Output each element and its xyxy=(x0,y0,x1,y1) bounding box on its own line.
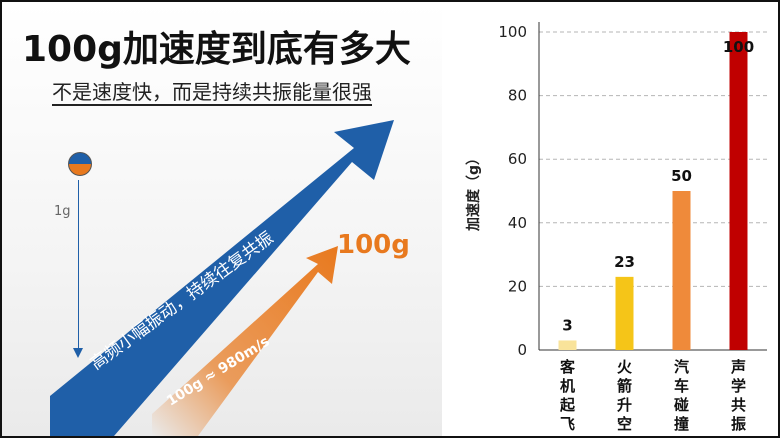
gravity-arrow-line xyxy=(78,180,79,350)
bar xyxy=(729,32,748,350)
x-tick-label: 箭 xyxy=(617,377,632,395)
y-tick-label: 0 xyxy=(517,341,527,359)
gravity-arrow-head xyxy=(73,348,83,358)
y-axis-label: 加速度（g） xyxy=(465,151,482,232)
bar xyxy=(615,276,634,350)
data-label: 100 xyxy=(723,38,754,56)
x-tick-label: 声 xyxy=(730,358,746,376)
orange-arrow xyxy=(152,246,338,436)
illustration-panel: 100g加速度到底有多大 不是速度快，而是持续共振能量很强 1g 高频小幅振动，… xyxy=(2,2,442,436)
bar xyxy=(558,340,577,350)
x-tick-label: 客 xyxy=(559,358,576,376)
x-tick-label: 升 xyxy=(617,396,632,414)
x-tick-label: 学 xyxy=(731,377,746,395)
x-tick-label: 空 xyxy=(617,415,632,433)
x-tick-label: 火 xyxy=(617,358,633,376)
y-tick-label: 100 xyxy=(498,23,527,41)
page-subtitle: 不是速度快，而是持续共振能量很强 xyxy=(52,80,372,104)
x-tick-label: 车 xyxy=(674,377,689,395)
y-tick-label: 40 xyxy=(508,214,527,232)
gravity-label: 1g xyxy=(54,204,71,219)
blue-arrow xyxy=(50,120,394,436)
y-tick-label: 60 xyxy=(508,150,527,168)
x-tick-label: 振 xyxy=(731,415,746,433)
x-tick-label: 撞 xyxy=(674,415,689,433)
bar xyxy=(672,191,691,350)
y-tick-label: 20 xyxy=(508,277,527,295)
x-tick-label: 起 xyxy=(559,396,576,414)
x-tick-label: 汽 xyxy=(674,358,689,376)
page-title: 100g加速度到底有多大 xyxy=(22,29,411,70)
data-label: 23 xyxy=(614,253,635,271)
x-tick-label: 飞 xyxy=(560,415,575,433)
y-tick-label: 80 xyxy=(508,87,527,105)
arrows-graphic xyxy=(50,120,394,436)
x-tick-label: 碰 xyxy=(674,396,689,414)
ball-icon xyxy=(68,152,92,176)
orange-arrow-value: 100g xyxy=(337,230,410,260)
data-label: 3 xyxy=(562,316,572,334)
x-tick-label: 机 xyxy=(560,377,575,395)
data-label: 50 xyxy=(671,167,692,185)
x-tick-label: 共 xyxy=(731,396,746,414)
